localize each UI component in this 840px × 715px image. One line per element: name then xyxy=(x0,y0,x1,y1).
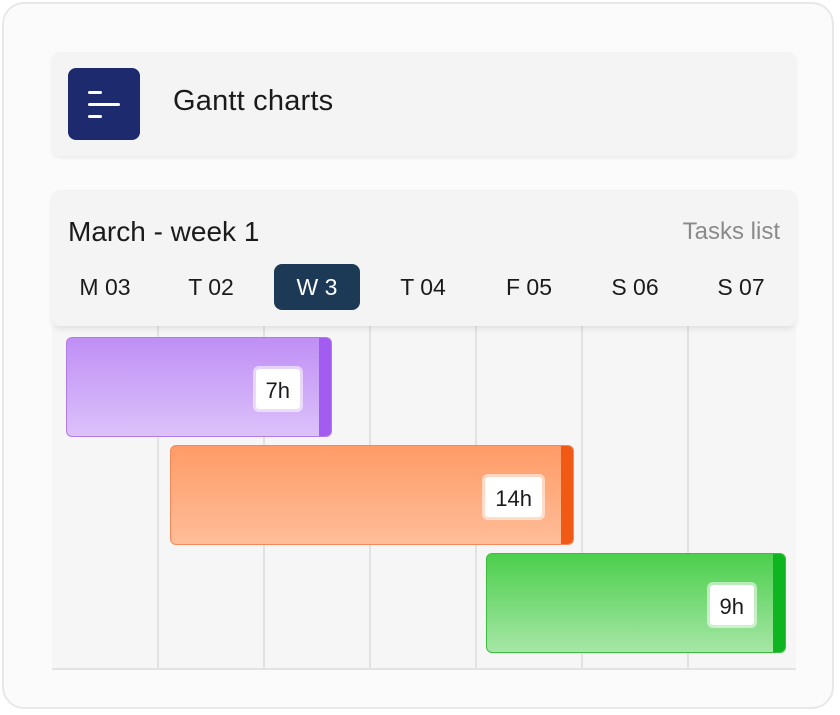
task-bar-cap xyxy=(561,446,573,544)
task-bar-green[interactable]: 9h xyxy=(486,553,786,653)
day-tab-fri[interactable]: F 05 xyxy=(505,274,553,300)
page-title: Gantt charts xyxy=(173,85,334,117)
task-duration-label: 7h xyxy=(252,366,303,412)
gantt-lines-icon xyxy=(68,68,140,140)
week-calendar: March - week 1 Tasks list M 03 T 02 W 3 … xyxy=(52,190,796,326)
task-bar-purple[interactable]: 7h xyxy=(66,337,332,437)
task-duration-label: 14h xyxy=(482,474,545,520)
tasks-list-link[interactable]: Tasks list xyxy=(682,218,780,245)
grid-line xyxy=(581,326,583,668)
day-tab-wed[interactable]: W 3 xyxy=(274,264,360,310)
grid-line xyxy=(687,326,689,668)
day-tab-mon[interactable]: M 03 xyxy=(79,274,131,300)
gantt-widget: Gantt charts March - week 1 Tasks list M… xyxy=(2,2,834,709)
grid-line xyxy=(157,326,159,668)
day-tab-tue[interactable]: T 02 xyxy=(188,274,234,300)
header-card: Gantt charts xyxy=(52,52,796,156)
day-tab-thu[interactable]: T 04 xyxy=(400,274,446,300)
day-tab-sat[interactable]: S 06 xyxy=(611,274,659,300)
task-bar-cap xyxy=(319,338,331,436)
week-title: March - week 1 xyxy=(68,216,260,247)
task-bar-orange[interactable]: 14h xyxy=(170,445,574,545)
day-tab-sun[interactable]: S 07 xyxy=(717,274,765,300)
task-bar-cap xyxy=(773,554,785,652)
task-duration-label: 9h xyxy=(706,582,757,628)
